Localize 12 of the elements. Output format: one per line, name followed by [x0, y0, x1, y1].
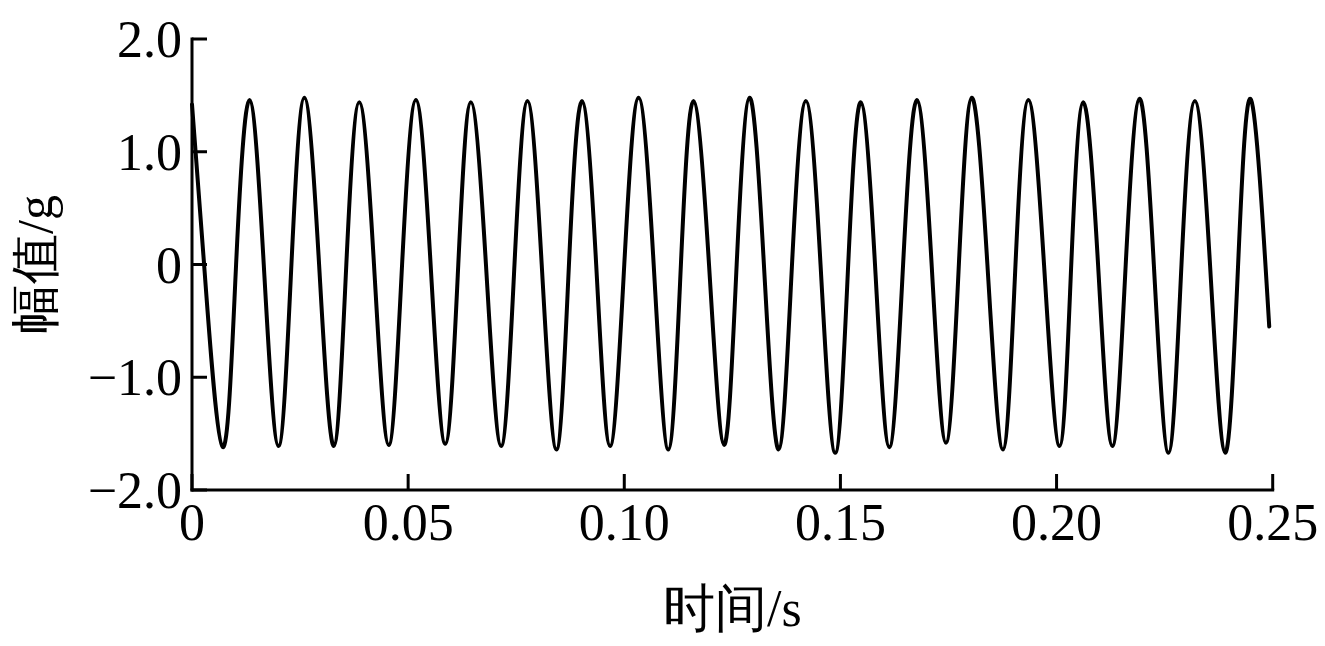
y-tick-label: −1.0: [87, 349, 182, 407]
x-tick-label: 0.05: [362, 494, 454, 551]
y-tick-label: 0: [156, 236, 182, 294]
y-tick-label: 1.0: [117, 123, 182, 181]
y-tick-label: 2.0: [117, 11, 182, 69]
x-tick-label: 0.10: [578, 494, 670, 551]
x-tick-label: 0.25: [1227, 494, 1319, 551]
x-axis-title: 时间/s: [663, 580, 802, 637]
y-axis-title: 幅值/g: [7, 195, 63, 334]
x-tick-label: 0.20: [1011, 494, 1103, 551]
x-tick-label: 0.15: [794, 494, 886, 551]
y-tick-label: −2.0: [87, 462, 182, 520]
